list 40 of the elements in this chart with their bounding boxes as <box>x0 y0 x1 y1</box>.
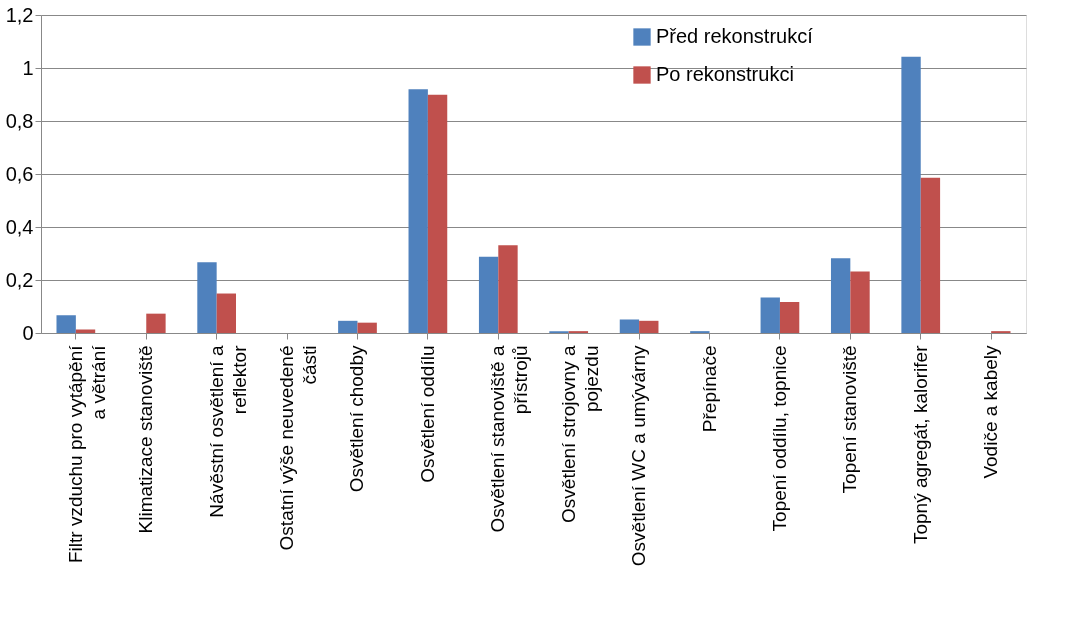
x-tick-label: Topení oddílu, topnice <box>768 345 790 532</box>
bar <box>498 245 518 333</box>
x-tick-label: Filtr vzduchu pro vytápění a větrání <box>64 344 109 564</box>
bar <box>901 56 921 333</box>
bar <box>427 94 448 333</box>
bar <box>639 320 659 333</box>
y-tick-label: 1,2 <box>5 3 34 26</box>
y-tick-label: 0,4 <box>5 215 34 238</box>
bar <box>216 293 237 333</box>
legend-label: Po rekonstrukci <box>656 63 794 85</box>
x-tick-label: Přepínače <box>698 345 720 433</box>
x-tick-label: Klimatizace stanoviště <box>135 345 157 534</box>
x-tick-label: Osvětlení WC a umývárny <box>628 345 650 567</box>
x-tick-label: Osvětlení chodby <box>346 345 368 493</box>
y-tick-label: 0 <box>22 321 34 344</box>
bar <box>830 258 851 333</box>
bar <box>197 262 217 333</box>
bar <box>779 302 800 333</box>
bar <box>408 89 428 333</box>
x-tick-label: Vodiče a kabely <box>980 345 1002 479</box>
bar <box>338 320 358 333</box>
bar <box>56 315 76 333</box>
bar <box>850 271 870 333</box>
x-tick-label: Ostatní výše neuvedené části <box>276 345 321 551</box>
legend-label: Před rekonstrukcí <box>656 25 814 47</box>
x-tick-label: Osvětlení stanoviště a přístrojů <box>487 345 532 533</box>
bar <box>920 177 941 333</box>
y-tick-label: 0,6 <box>5 162 34 185</box>
x-tick-label: Topení stanoviště <box>839 345 861 494</box>
bar <box>478 256 499 333</box>
y-tick-label: 0,8 <box>5 109 34 132</box>
x-tick-label: Návěstní osvětlení a reflektor <box>205 344 250 518</box>
bar <box>760 297 780 333</box>
bar <box>619 319 640 333</box>
y-tick-label: 0,2 <box>5 268 34 291</box>
bar <box>146 313 166 333</box>
x-tick-label: Osvětlení oddílu <box>416 345 438 483</box>
y-tick-label: 1 <box>22 56 34 79</box>
x-tick-label: Topný agregát, kalorifer <box>909 344 931 545</box>
bar <box>357 322 377 333</box>
